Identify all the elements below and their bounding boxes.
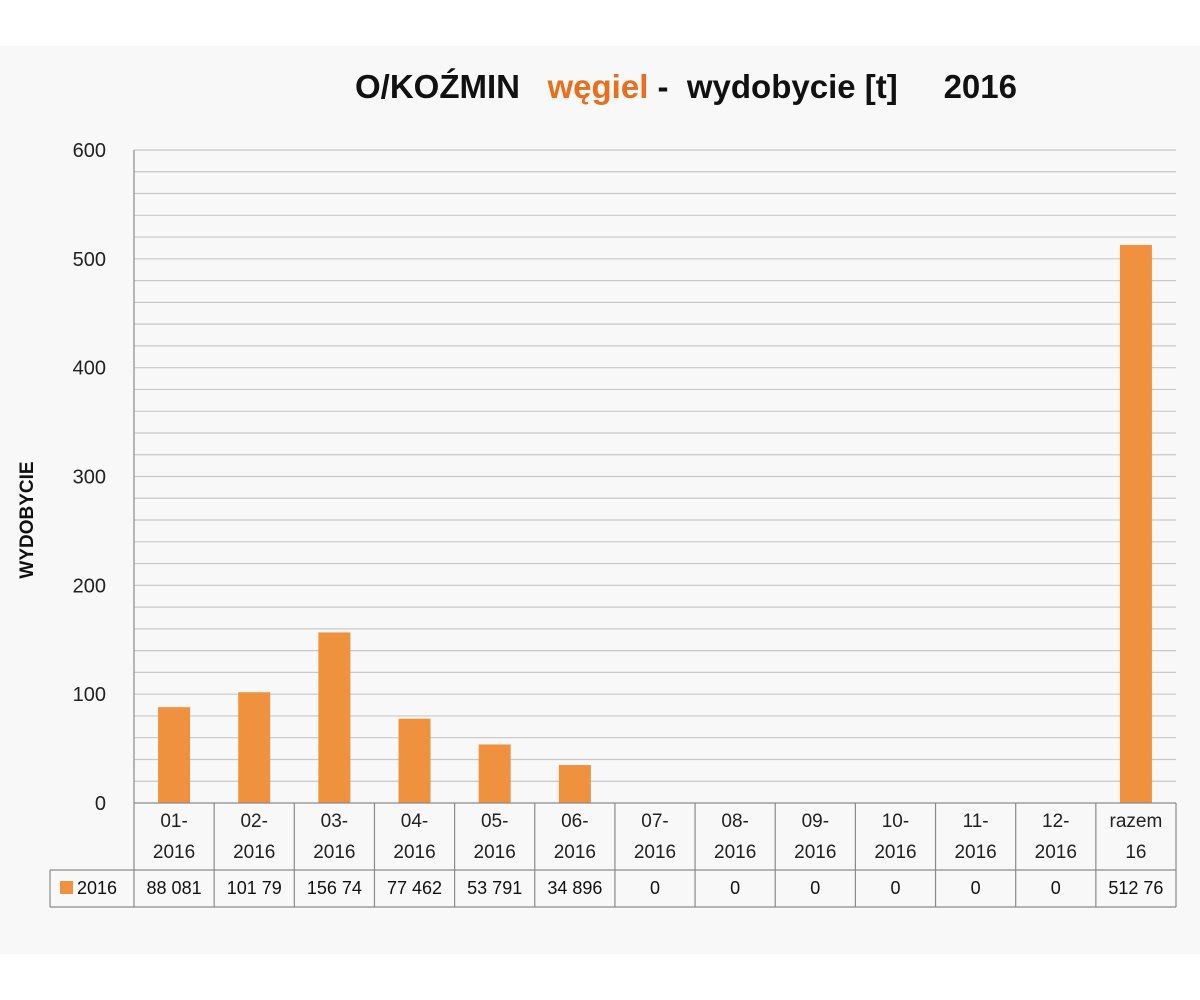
y-tick-label: 600 (73, 140, 106, 162)
table-value-cell: 0 (1051, 878, 1061, 898)
table-value-cell: 0 (890, 878, 900, 898)
table-value-cell: 0 (650, 878, 660, 898)
x-category-label: 2016 (634, 842, 676, 863)
bar-13 (1119, 244, 1152, 804)
table-value-cell: 77 462 (387, 878, 442, 898)
x-category-label: 11- (963, 811, 989, 832)
bar-1 (158, 707, 191, 803)
table-value-cell: 0 (810, 878, 820, 898)
title-mine: O/KOŹMIN (355, 68, 520, 105)
x-category-label: 10- (882, 811, 909, 832)
x-category-label: razem (1110, 811, 1163, 832)
table-value-cell: 0 (730, 878, 740, 898)
bar-3 (318, 632, 351, 803)
x-category-label: 2016 (153, 842, 195, 863)
y-tick-label: 0 (95, 793, 106, 815)
x-category-label: 04- (401, 811, 428, 832)
x-category-label: 2016 (794, 842, 836, 863)
legend-series-name: 2016 (77, 878, 117, 898)
x-category-label: 05- (481, 811, 508, 832)
x-category-label: 01- (160, 811, 187, 832)
x-category-label: 2016 (1035, 842, 1077, 863)
x-category-label: 06- (561, 811, 588, 832)
bar-4 (398, 718, 431, 803)
x-category-label: 2016 (874, 842, 916, 863)
x-category-label: 2016 (474, 842, 516, 863)
y-tick-label: 500 (73, 249, 106, 271)
table-value-cell: 156 74 (307, 878, 362, 898)
table-value-cell: 101 79 (227, 878, 282, 898)
x-category-label: 2016 (714, 842, 756, 863)
table-value-cell: 88 081 (147, 878, 202, 898)
y-tick-label: 300 (73, 467, 106, 489)
x-category-label: 09- (802, 811, 829, 832)
x-category-label: 2016 (554, 842, 596, 863)
x-category-label: 12- (1042, 811, 1069, 832)
table-value-cell: 34 896 (547, 878, 602, 898)
y-tick-label: 200 (73, 575, 106, 597)
chart-title: O/KOŹMIN węgiel - wydobycie [t] 2016 (355, 68, 1017, 106)
legend-swatch (60, 881, 73, 894)
x-category-label: 08- (721, 811, 748, 832)
x-category-label: 02- (240, 811, 267, 832)
y-tick-label: 400 (73, 358, 106, 380)
table-value-cell: 53 791 (467, 878, 522, 898)
table-value-cell: 512 76 (1108, 878, 1163, 898)
bar-6 (558, 765, 591, 803)
title-quantity: - wydobycie [t] (657, 68, 898, 105)
bar-5 (478, 744, 511, 803)
x-category-label: 2016 (393, 842, 435, 863)
x-category-label: 2016 (233, 842, 275, 863)
x-category-label: 16 (1125, 842, 1146, 863)
title-year: 2016 (943, 68, 1017, 105)
x-category-label: 03- (321, 811, 348, 832)
table-value-cell: 0 (971, 878, 981, 898)
title-mineral: węgiel (547, 68, 649, 105)
x-category-label: 2016 (954, 842, 996, 863)
y-tick-label: 100 (73, 684, 106, 706)
x-category-label: 07- (641, 811, 668, 832)
bar-2 (238, 692, 271, 803)
x-category-label: 2016 (313, 842, 355, 863)
